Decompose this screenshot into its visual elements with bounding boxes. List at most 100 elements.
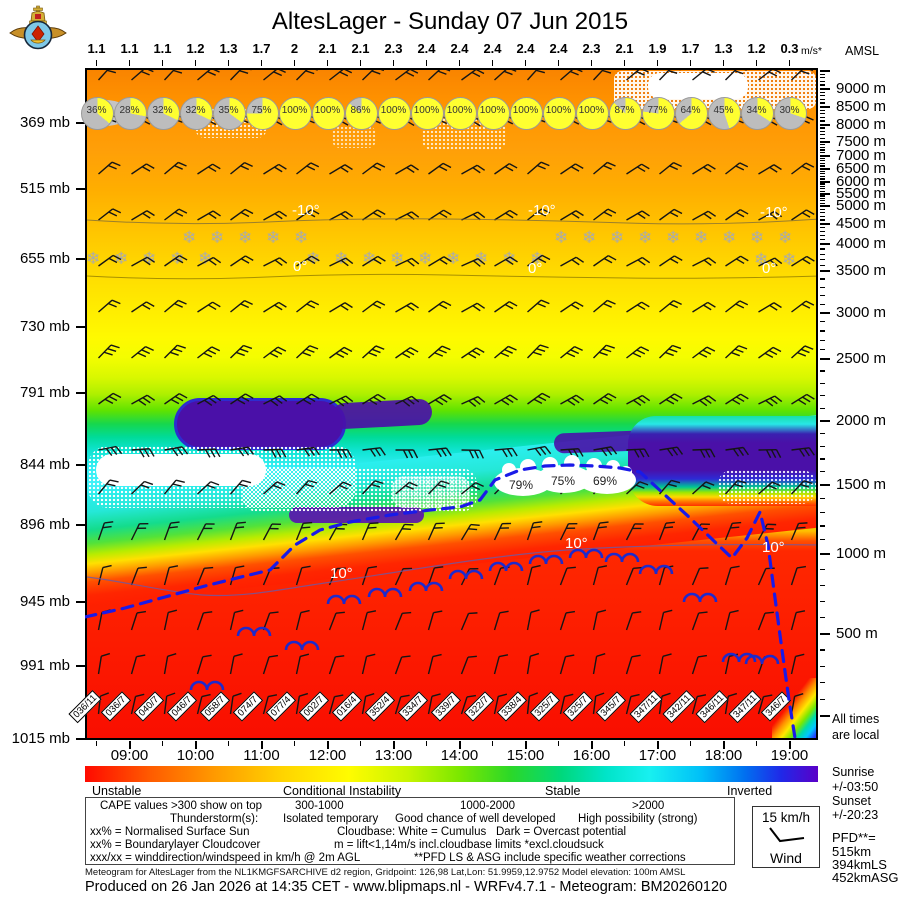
stability-scale-label: Inverted xyxy=(727,784,772,798)
wind-barb-icon xyxy=(561,70,583,86)
axis-tick xyxy=(76,524,85,526)
legend-text: xxx/xx = winddirection/windspeed in km/h… xyxy=(90,852,360,864)
wind-barb-icon xyxy=(561,609,575,632)
altitude-ruler-tick xyxy=(820,149,825,150)
thermal-arc-icon xyxy=(746,656,778,664)
wind-barb-icon xyxy=(330,394,353,411)
wind-barb-icon xyxy=(231,160,253,180)
thermal-arc-icon xyxy=(450,571,482,579)
wind-barb-icon xyxy=(693,479,715,500)
wind-barb-icon xyxy=(99,160,121,180)
altitude-ruler-tick xyxy=(820,84,825,85)
altitude-ruler-tick xyxy=(820,715,830,717)
wind-barb-icon xyxy=(363,478,384,500)
wind-barb-icon xyxy=(198,394,221,411)
sunrise-value: +/-03:50 xyxy=(832,780,878,794)
wind-barb-icon xyxy=(231,564,245,587)
altitude-ruler-tick xyxy=(820,569,825,570)
thermal-arc-icon xyxy=(286,642,318,650)
thermal-arc-icon xyxy=(191,682,223,690)
altitude-ruler-tick xyxy=(820,649,825,650)
altitude-ruler-tick xyxy=(820,144,825,145)
wind-barb-icon xyxy=(462,70,485,86)
wind-barb-icon xyxy=(99,70,120,85)
wind-barb-icon xyxy=(726,160,748,180)
wind-barb-icon xyxy=(660,343,681,364)
time-axis-label: 11:00 xyxy=(239,747,285,764)
wind-barb-icon xyxy=(594,608,606,631)
altitude-ruler-tick xyxy=(820,259,825,260)
wind-barb-icon xyxy=(132,344,154,364)
altitude-ruler-tick xyxy=(820,163,825,164)
wind-speed-value: 2.1 xyxy=(313,41,343,56)
meteogram-plot: ❄❄❄❄❄❄❄❄❄❄❄❄❄❄❄❄❄❄❄❄❄❄❄❄❄❄❄❄❄❄79%75%69% xyxy=(85,68,818,740)
cumulus-cloud xyxy=(606,460,620,474)
legend-text: m = lift<1,14m/s incl.cloudbase limits *… xyxy=(334,839,604,851)
wind-barb-icon xyxy=(396,565,413,588)
wind-barb-icon xyxy=(528,342,549,363)
wind-barb-icon xyxy=(495,299,518,318)
altitude-ruler-tick xyxy=(820,188,825,189)
wind-speed-value: 1.3 xyxy=(709,41,739,56)
wind-barb-icon xyxy=(165,253,188,272)
altitude-ruler-tick xyxy=(820,110,825,111)
wind-barb-icon xyxy=(264,479,286,500)
axis-tick xyxy=(327,60,329,66)
sunrise-label: Sunrise xyxy=(832,765,874,779)
altitude-ruler-tick xyxy=(820,117,825,118)
wind-barb-icon xyxy=(396,163,419,181)
altitude-ruler-tick xyxy=(820,181,830,183)
axis-tick xyxy=(558,741,560,746)
wind-barb-icon xyxy=(132,70,154,86)
wind-barb-icon xyxy=(759,394,782,411)
wind-barb-icon xyxy=(528,564,541,587)
wind-barb-icon xyxy=(660,392,683,411)
wind-barb-icon xyxy=(627,449,649,458)
altitude-ruler-tick xyxy=(820,99,825,100)
thermal-arc-icon xyxy=(410,583,442,591)
isotherm-line-plus10 xyxy=(87,545,818,596)
wind-barb-icon xyxy=(297,520,313,543)
altitude-ruler-tick xyxy=(820,304,825,305)
all-times-note: are local xyxy=(832,728,879,742)
altitude-ruler-tick xyxy=(820,176,825,177)
legend-text: High possibility (strong) xyxy=(578,813,698,825)
wind-barb-icon xyxy=(429,393,452,411)
wind-barb-icon xyxy=(231,298,253,318)
axis-tick xyxy=(426,741,428,746)
wind-barb-icon xyxy=(165,70,186,85)
wind-barb-icon xyxy=(132,479,153,500)
wind-barb-icon xyxy=(759,345,782,364)
wind-barb-icon xyxy=(132,162,155,181)
wind-barb-icon xyxy=(759,301,782,319)
wind-barb-icon xyxy=(429,299,452,318)
wind-barb-icon xyxy=(792,208,815,227)
wind-barb-icon xyxy=(561,344,583,364)
altitude-axis-label: 5000 m xyxy=(836,197,886,214)
altitude-ruler-tick xyxy=(820,458,825,459)
wind-barb-icon xyxy=(693,653,707,676)
wind-barb-icon xyxy=(99,391,122,410)
axis-tick xyxy=(228,741,230,746)
wind-barb-icon xyxy=(132,448,155,458)
wind-barb-icon xyxy=(297,447,320,458)
wind-barb-icon xyxy=(627,609,642,632)
wind-speed-value: 2.4 xyxy=(412,41,442,56)
wind-barb-icon xyxy=(627,565,643,588)
isotherm-line-zero xyxy=(87,274,818,278)
stability-colorbar xyxy=(85,766,818,782)
wind-barb-icon xyxy=(297,609,310,632)
cumulus-cloud xyxy=(520,459,536,475)
wind-barb-icon xyxy=(99,608,111,631)
axis-tick xyxy=(360,60,362,66)
altitude-ruler-tick xyxy=(820,248,825,249)
wind-speed-value: 1.1 xyxy=(115,41,145,56)
time-axis-label: 12:00 xyxy=(305,747,351,764)
wind-barb-icon xyxy=(528,446,551,458)
wind-barb-icon xyxy=(264,449,286,458)
axis-tick xyxy=(76,258,85,260)
altitude-ruler-tick xyxy=(820,173,825,174)
altitude-axis-label: 4500 m xyxy=(836,215,886,232)
altitude-ruler-tick xyxy=(820,138,825,139)
wind-speed-value: 2.1 xyxy=(346,41,376,56)
